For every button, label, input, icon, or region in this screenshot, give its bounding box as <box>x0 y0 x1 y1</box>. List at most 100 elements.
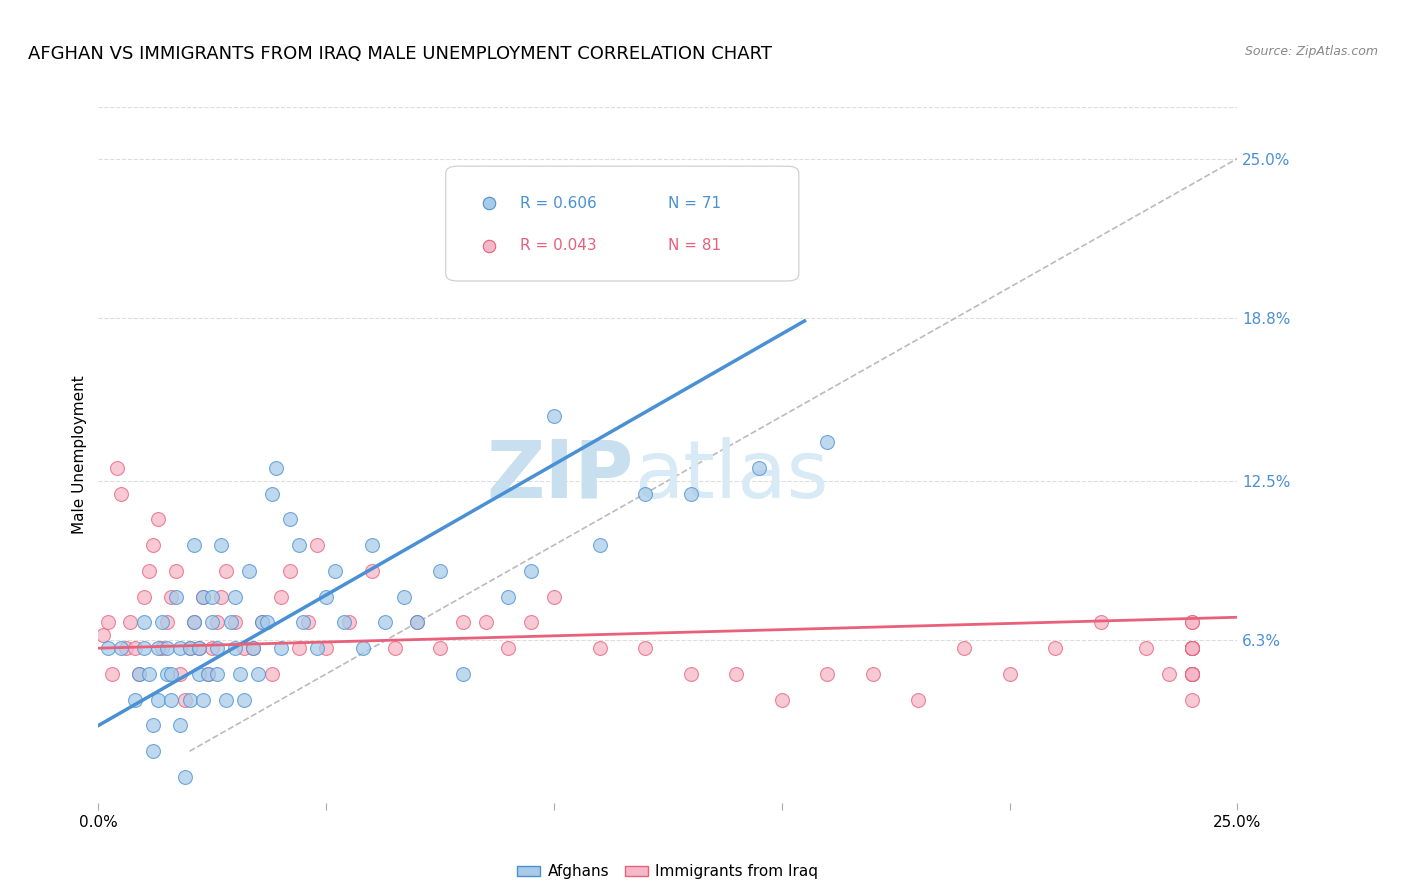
Point <box>146 641 169 656</box>
Text: AFGHAN VS IMMIGRANTS FROM IRAQ MALE UNEMPLOYMENT CORRELATION CHART: AFGHAN VS IMMIGRANTS FROM IRAQ MALE UNEM… <box>28 45 772 62</box>
Point <box>1181 667 1204 681</box>
Point <box>169 641 191 656</box>
Point <box>246 667 269 681</box>
Point <box>770 692 793 706</box>
Point <box>146 692 169 706</box>
Point <box>114 641 136 656</box>
Text: atlas: atlas <box>634 437 828 515</box>
Point <box>242 641 264 656</box>
Point <box>160 667 183 681</box>
Point <box>156 667 179 681</box>
Point <box>862 667 884 681</box>
Text: ZIP: ZIP <box>486 437 634 515</box>
Text: N = 81: N = 81 <box>668 238 721 253</box>
Point <box>215 564 238 578</box>
Point <box>292 615 315 630</box>
Point <box>474 228 496 243</box>
Point <box>1181 615 1204 630</box>
Point <box>406 615 429 630</box>
Point <box>132 590 155 604</box>
Point <box>142 538 165 552</box>
Point <box>91 628 114 642</box>
Point <box>260 667 283 681</box>
Point <box>197 667 219 681</box>
Point <box>429 641 451 656</box>
Point <box>205 615 228 630</box>
Point <box>252 615 274 630</box>
Point <box>315 641 337 656</box>
Point <box>1157 667 1180 681</box>
Point <box>256 615 278 630</box>
Point <box>193 590 215 604</box>
Point <box>1181 667 1204 681</box>
Point <box>360 538 382 552</box>
Point <box>725 667 748 681</box>
Point <box>128 667 150 681</box>
Point <box>187 641 209 656</box>
Point <box>270 641 292 656</box>
Point <box>337 615 360 630</box>
Point <box>224 615 246 630</box>
Point <box>1181 615 1204 630</box>
Point <box>110 641 132 656</box>
Point <box>179 641 201 656</box>
Point <box>288 641 311 656</box>
Point <box>160 692 183 706</box>
Point <box>1181 667 1204 681</box>
Point <box>1181 641 1204 656</box>
Point <box>1181 692 1204 706</box>
Point <box>429 564 451 578</box>
Point <box>352 641 374 656</box>
Point <box>205 641 228 656</box>
Point <box>197 667 219 681</box>
Point <box>1181 641 1204 656</box>
Point <box>128 667 150 681</box>
Point <box>183 615 205 630</box>
Point <box>138 564 160 578</box>
Text: N = 71: N = 71 <box>668 196 721 211</box>
Point <box>543 590 565 604</box>
Point <box>406 615 429 630</box>
Point <box>142 718 165 732</box>
Point <box>1181 667 1204 681</box>
Point <box>384 641 406 656</box>
Point <box>679 486 702 500</box>
Point <box>179 692 201 706</box>
Point <box>953 641 976 656</box>
Point <box>201 590 224 604</box>
Point <box>264 460 287 475</box>
Point <box>634 486 657 500</box>
Point <box>520 615 543 630</box>
Point <box>815 435 838 450</box>
Point <box>146 512 169 526</box>
Point <box>278 512 301 526</box>
Point <box>1181 641 1204 656</box>
Point <box>1181 667 1204 681</box>
Point <box>392 590 415 604</box>
Point <box>187 641 209 656</box>
Point <box>260 486 283 500</box>
Point <box>201 641 224 656</box>
Point <box>187 667 209 681</box>
Point <box>174 692 197 706</box>
Point <box>169 718 191 732</box>
Point <box>1181 667 1204 681</box>
Point <box>360 564 382 578</box>
Y-axis label: Male Unemployment: Male Unemployment <box>72 376 87 534</box>
Point <box>120 615 142 630</box>
Point <box>160 590 183 604</box>
Point <box>124 692 146 706</box>
Point <box>333 615 356 630</box>
Point <box>1135 641 1157 656</box>
Point <box>1181 667 1204 681</box>
Point <box>124 641 146 656</box>
Point <box>242 641 264 656</box>
Point <box>138 667 160 681</box>
Point <box>323 564 346 578</box>
Point <box>498 641 520 656</box>
Legend: Afghans, Immigrants from Iraq: Afghans, Immigrants from Iraq <box>512 858 824 886</box>
Point <box>1090 615 1112 630</box>
Point <box>307 538 329 552</box>
Point <box>132 641 155 656</box>
Point <box>588 641 610 656</box>
